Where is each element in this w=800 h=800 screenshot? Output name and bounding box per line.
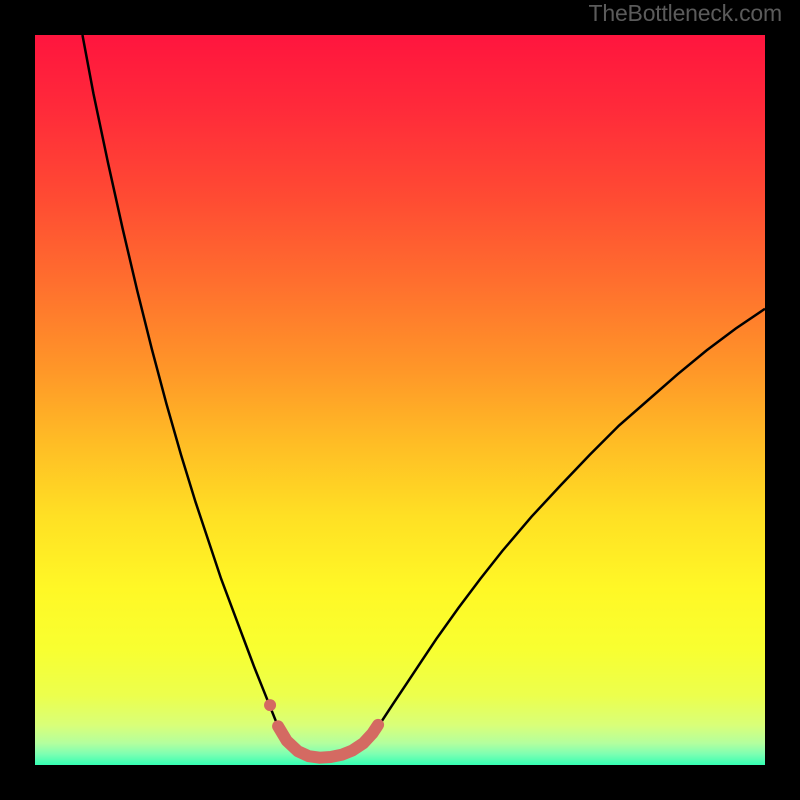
chart-svg [0,0,800,800]
chart-background-gradient [35,35,765,765]
watermark-text: TheBottleneck.com [589,0,782,27]
optimal-marker-dot [264,699,276,711]
bottleneck-chart: TheBottleneck.com [0,0,800,800]
